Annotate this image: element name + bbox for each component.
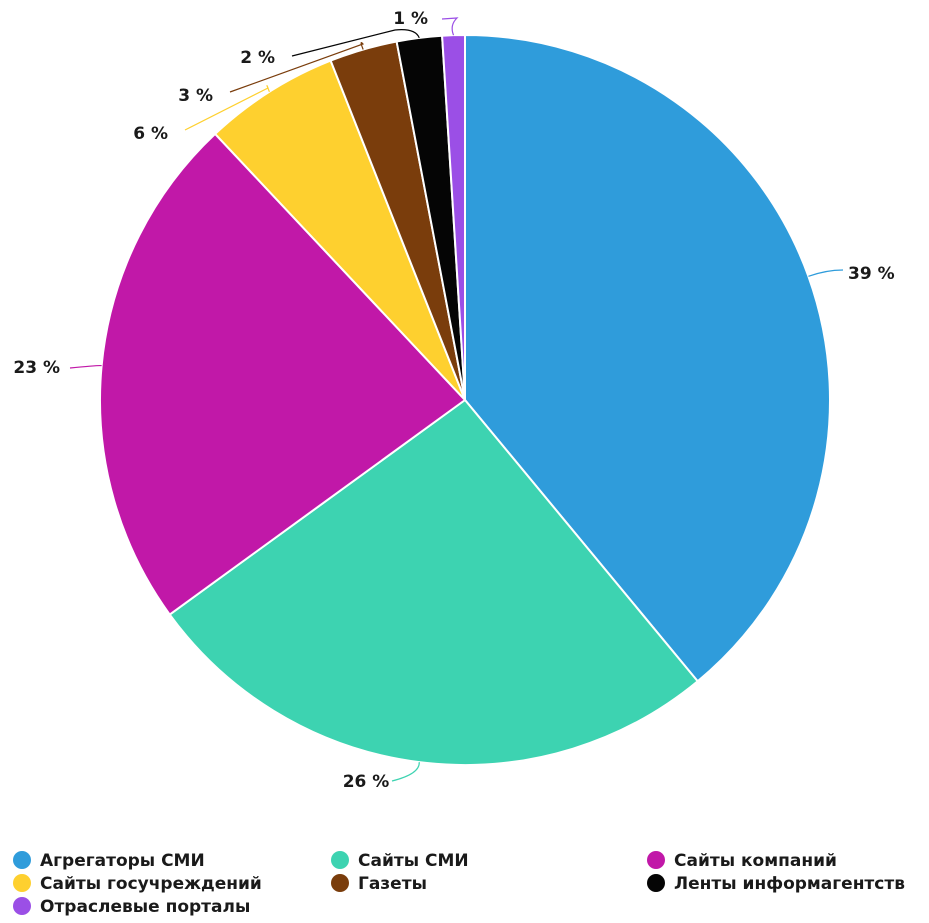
legend-marker-7	[13, 897, 31, 915]
slice-1[interactable]	[464, 34, 831, 683]
leader-line-1	[808, 269, 844, 277]
data-label-3: 23 %	[13, 358, 60, 378]
legend-item-4[interactable]: Сайты госучреждений	[13, 874, 262, 894]
leader-line-4	[184, 85, 270, 131]
legend-marker-3	[647, 851, 665, 869]
legend-label-3: Сайты компаний	[674, 851, 837, 871]
leader-line-2	[391, 762, 420, 782]
legend-label-5: Газеты	[358, 874, 427, 894]
data-label-6: 2 %	[240, 48, 275, 68]
legend-item-5[interactable]: Газеты	[331, 874, 427, 894]
label-leader-lines	[69, 17, 844, 782]
legend-marker-4	[13, 874, 31, 892]
legend-label-4: Сайты госучреждений	[40, 874, 262, 894]
legend-label-2: Сайты СМИ	[358, 851, 469, 871]
legend-item-2[interactable]: Сайты СМИ	[331, 851, 469, 871]
legend-item-1[interactable]: Агрегаторы СМИ	[13, 851, 205, 871]
data-label-2: 26 %	[343, 772, 390, 792]
legend: Агрегаторы СМИ Сайты СМИ Сайты компаний Сай…	[13, 851, 905, 917]
leader-line-7	[441, 17, 459, 36]
data-label-4: 6 %	[133, 124, 168, 144]
data-label-7: 1 %	[393, 9, 428, 29]
data-label-1: 39 %	[848, 264, 895, 284]
legend-marker-2	[331, 851, 349, 869]
legend-item-7[interactable]: Отраслевые порталы	[13, 897, 250, 917]
legend-label-7: Отраслевые порталы	[40, 897, 250, 917]
leader-line-6	[291, 29, 420, 57]
legend-item-3[interactable]: Сайты компаний	[647, 851, 837, 871]
leader-line-5	[229, 42, 365, 93]
legend-label-6: Ленты информагентств	[674, 874, 905, 894]
legend-item-6[interactable]: Ленты информагентств	[647, 874, 905, 894]
legend-marker-6	[647, 874, 665, 892]
pie-slices	[99, 34, 831, 766]
data-labels: 39 % 26 % 23 % 6 % 3 % 2 % 1 %	[13, 9, 894, 792]
data-label-5: 3 %	[178, 86, 213, 106]
slice-4[interactable]	[214, 59, 466, 401]
legend-label-1: Агрегаторы СМИ	[40, 851, 205, 871]
legend-marker-1	[13, 851, 31, 869]
legend-marker-5	[331, 874, 349, 892]
leader-line-3	[69, 364, 102, 369]
